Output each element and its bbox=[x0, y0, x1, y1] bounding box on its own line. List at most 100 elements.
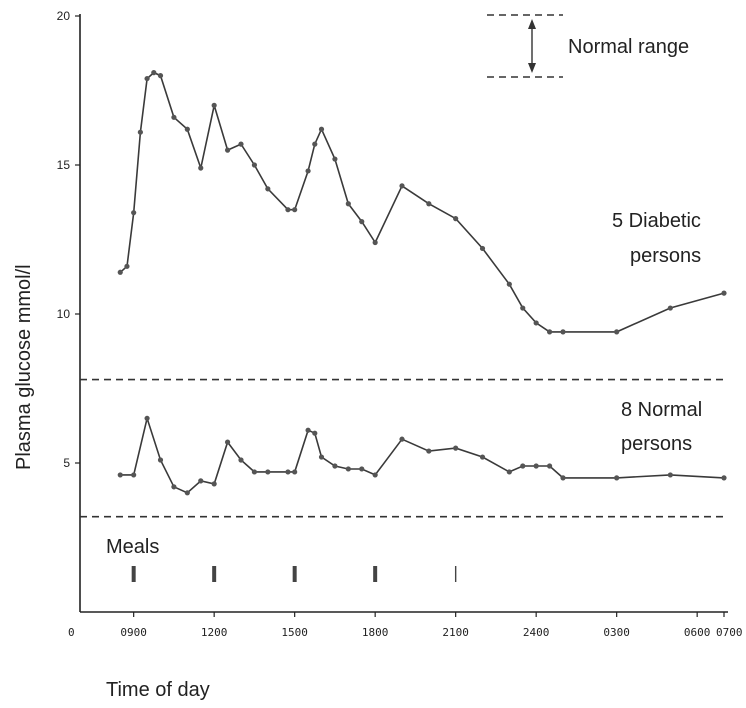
data-point bbox=[721, 290, 727, 296]
data-point bbox=[667, 472, 673, 478]
data-point bbox=[721, 475, 727, 481]
data-point bbox=[332, 463, 338, 469]
data-point bbox=[305, 168, 311, 174]
normal-range-legend: Normal range bbox=[487, 14, 689, 78]
y-ticks: 5 10 15 20 bbox=[57, 9, 80, 470]
data-point bbox=[151, 70, 157, 76]
data-point bbox=[238, 141, 244, 147]
x-tick-label: 0900 bbox=[120, 626, 147, 639]
data-point bbox=[265, 186, 271, 192]
data-point bbox=[137, 129, 143, 135]
data-point bbox=[251, 469, 258, 475]
normal-range-label: Normal range bbox=[568, 36, 689, 58]
series-1 bbox=[117, 415, 727, 496]
data-point bbox=[171, 484, 177, 490]
normal-range-arrow-down bbox=[528, 63, 536, 73]
data-point bbox=[285, 207, 291, 213]
data-point bbox=[285, 469, 291, 475]
series-group bbox=[117, 70, 727, 496]
normal-range-arrow-up bbox=[528, 19, 536, 29]
data-point bbox=[479, 245, 486, 252]
y-tick-label: 20 bbox=[57, 9, 71, 23]
x-tick-label: 0700 bbox=[716, 626, 743, 639]
data-point bbox=[305, 427, 311, 433]
data-point bbox=[312, 141, 318, 147]
data-point bbox=[479, 454, 486, 460]
data-point bbox=[292, 469, 298, 475]
data-point bbox=[359, 219, 365, 225]
normal-persons-label-line2: persons bbox=[621, 433, 692, 455]
data-point bbox=[238, 457, 244, 463]
data-point bbox=[318, 454, 325, 460]
data-point bbox=[426, 201, 432, 207]
data-point bbox=[372, 472, 378, 478]
data-point bbox=[667, 305, 673, 311]
x-tick-label: 1500 bbox=[281, 626, 308, 639]
y-axis-title: Plasma glucose mmol/l bbox=[13, 264, 35, 470]
data-point bbox=[157, 457, 164, 463]
data-point bbox=[184, 490, 190, 496]
y-tick-label: 10 bbox=[57, 307, 71, 321]
data-point bbox=[560, 329, 566, 335]
x-tick-label: 2400 bbox=[523, 626, 550, 639]
data-point bbox=[533, 320, 539, 326]
diabetic-label-line2: persons bbox=[630, 245, 701, 267]
data-point bbox=[520, 305, 526, 311]
x-tick-label: 1200 bbox=[201, 626, 228, 639]
data-point bbox=[533, 463, 539, 469]
x-tick-label: 0600 bbox=[684, 626, 711, 639]
series-0 bbox=[117, 70, 727, 335]
data-point bbox=[318, 126, 325, 132]
data-point bbox=[124, 263, 130, 269]
data-point bbox=[198, 478, 204, 484]
data-point bbox=[345, 466, 351, 472]
data-point bbox=[224, 147, 231, 153]
data-point bbox=[399, 183, 405, 189]
series-line-0 bbox=[119, 71, 725, 333]
data-point bbox=[144, 415, 150, 421]
data-point bbox=[546, 463, 553, 469]
data-point bbox=[506, 281, 512, 287]
data-point bbox=[251, 162, 258, 168]
data-point bbox=[184, 126, 190, 132]
data-point bbox=[171, 114, 177, 120]
diabetic-label-line1: 5 Diabetic bbox=[612, 210, 701, 232]
y-tick-label: 15 bbox=[57, 158, 71, 172]
data-point bbox=[117, 472, 123, 478]
data-point bbox=[211, 481, 217, 487]
data-point bbox=[332, 156, 338, 162]
data-point bbox=[614, 329, 620, 335]
meal-markers bbox=[131, 566, 457, 582]
data-point bbox=[265, 469, 271, 475]
data-point bbox=[560, 475, 566, 481]
data-point bbox=[144, 75, 150, 82]
data-point bbox=[131, 472, 137, 478]
data-point bbox=[117, 269, 123, 275]
data-point bbox=[520, 463, 526, 469]
data-point bbox=[453, 445, 459, 451]
data-point bbox=[157, 73, 164, 79]
x-ticks: 0900 1200 1500 1800 2100 2400 0300 0600 0700 bbox=[120, 612, 743, 639]
data-point bbox=[399, 436, 405, 442]
meals-label: Meals bbox=[106, 536, 159, 558]
x-axis-title: Time of day bbox=[106, 679, 210, 701]
data-point bbox=[198, 165, 204, 171]
data-point bbox=[211, 102, 217, 108]
data-point bbox=[312, 430, 318, 436]
series-line-1 bbox=[120, 415, 725, 494]
data-point bbox=[131, 210, 137, 216]
data-point bbox=[359, 466, 365, 472]
data-point bbox=[292, 207, 298, 213]
data-point bbox=[224, 439, 231, 445]
data-point bbox=[345, 201, 351, 207]
data-point bbox=[506, 469, 512, 475]
data-point bbox=[372, 239, 378, 246]
x-tick-label: 0300 bbox=[603, 626, 630, 639]
x-tick-label: 1800 bbox=[362, 626, 389, 639]
data-point bbox=[453, 216, 459, 222]
y-tick-label: 5 bbox=[63, 456, 70, 470]
normal-persons-label-line1: 8 Normal bbox=[621, 399, 702, 421]
data-point bbox=[426, 448, 432, 454]
x-tick-label: 2100 bbox=[442, 626, 469, 639]
